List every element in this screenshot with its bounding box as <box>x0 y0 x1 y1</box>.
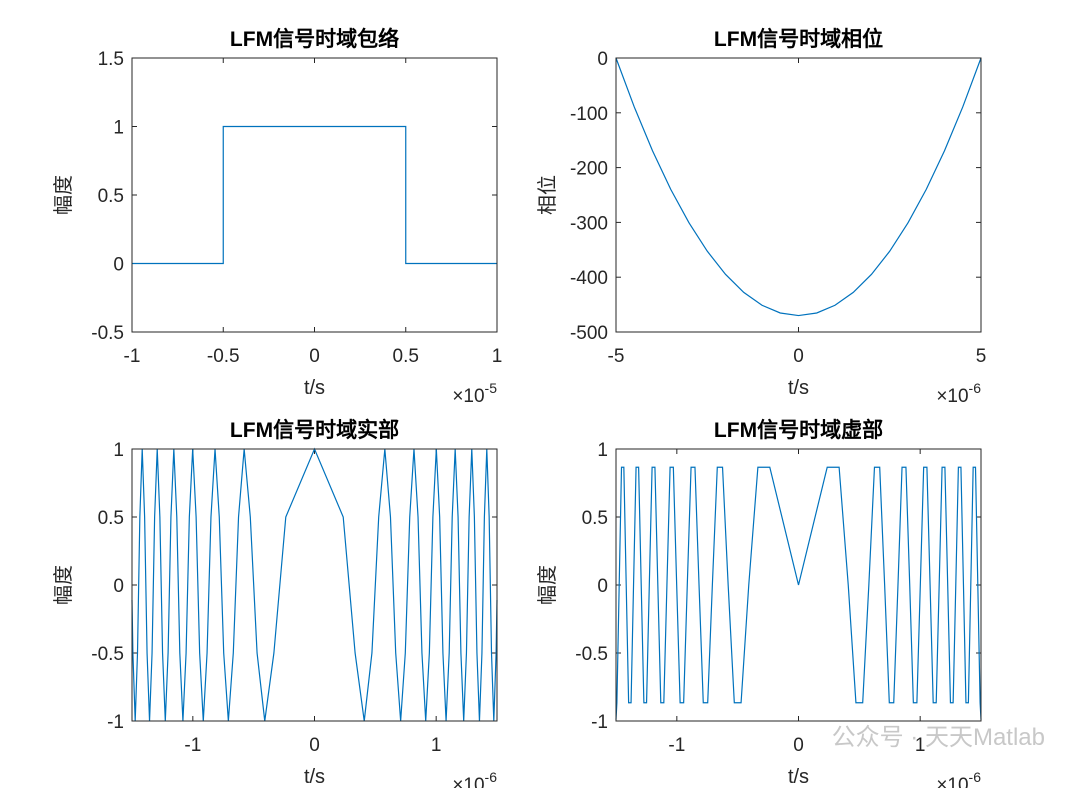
chart-title: LFM信号时域相位 <box>714 27 883 51</box>
x-tick-label: 0 <box>793 346 804 367</box>
axes-background <box>616 58 981 332</box>
multiplier-base: ×10 <box>452 386 484 407</box>
chart-title: LFM信号时域实部 <box>230 418 399 442</box>
y-tick-label: 0 <box>113 255 124 276</box>
x-tick-label: 5 <box>976 346 987 367</box>
x-multiplier: ×10-6 <box>936 769 981 788</box>
y-tick-label: -0.5 <box>91 323 124 344</box>
x-tick-label: 1 <box>915 735 926 756</box>
chart-title: LFM信号时域包络 <box>230 27 399 51</box>
x-tick-label: -5 <box>608 346 625 367</box>
data-line <box>615 466 982 720</box>
y-tick-label: -1 <box>591 712 608 733</box>
y-axis-label: 幅度 <box>52 565 75 605</box>
y-axis-label: 相位 <box>536 175 559 215</box>
x-multiplier: ×10-6 <box>452 769 497 788</box>
y-tick-label: -500 <box>570 323 608 344</box>
y-axis-label: 幅度 <box>536 565 559 605</box>
y-tick-label: -0.5 <box>91 644 124 665</box>
y-axis-label: 幅度 <box>52 175 75 215</box>
x-tick-label: 0.5 <box>393 346 419 367</box>
x-tick-label: 0 <box>309 346 320 367</box>
multiplier-base: ×10 <box>936 386 968 407</box>
axes-box <box>131 57 498 333</box>
y-tick-label: -400 <box>570 268 608 289</box>
y-tick-label: -100 <box>570 104 608 125</box>
multiplier-base: ×10 <box>452 775 484 788</box>
multiplier-exponent: -6 <box>485 769 498 785</box>
multiplier-base: ×10 <box>936 775 968 788</box>
x-tick-label: -0.5 <box>207 346 240 367</box>
y-tick-label: -200 <box>570 159 608 180</box>
y-tick-label: 0.5 <box>98 508 124 529</box>
axes-box <box>131 448 498 722</box>
y-tick-label: 0 <box>597 576 608 597</box>
x-tick-label: -1 <box>184 735 201 756</box>
y-tick-label: -0.5 <box>575 644 608 665</box>
y-tick-label: -300 <box>570 213 608 234</box>
axes-box <box>615 57 982 333</box>
y-tick-label: 1 <box>113 118 124 139</box>
watermark: 公众号 · 天天Matlab <box>832 724 1045 751</box>
y-tick-label: 0.5 <box>98 186 124 207</box>
x-multiplier: ×10-6 <box>936 380 981 407</box>
y-tick-label: 0 <box>113 576 124 597</box>
axes-box <box>615 448 982 722</box>
multiplier-exponent: -6 <box>969 769 982 785</box>
y-tick-label: 0.5 <box>582 508 608 529</box>
x-multiplier: ×10-5 <box>452 380 497 407</box>
data-line <box>132 125 497 265</box>
axes-background <box>132 58 497 332</box>
x-tick-label: -1 <box>668 735 685 756</box>
x-axis-label: t/s <box>304 766 325 788</box>
x-axis-label: t/s <box>788 377 809 399</box>
x-tick-label: 0 <box>793 735 804 756</box>
x-axis-label: t/s <box>304 377 325 399</box>
x-axis-label: t/s <box>788 766 809 788</box>
y-tick-label: 1.5 <box>98 49 124 70</box>
x-tick-label: 1 <box>492 346 503 367</box>
multiplier-exponent: -6 <box>969 380 982 396</box>
y-tick-label: 0 <box>597 49 608 70</box>
x-tick-label: 0 <box>309 735 320 756</box>
y-tick-label: 1 <box>597 440 608 461</box>
data-line <box>615 57 982 317</box>
x-tick-label: 1 <box>431 735 442 756</box>
y-tick-label: -1 <box>107 712 124 733</box>
multiplier-exponent: -5 <box>485 380 498 396</box>
x-tick-label: -1 <box>124 346 141 367</box>
y-tick-label: 1 <box>113 440 124 461</box>
chart-title: LFM信号时域虚部 <box>714 418 883 442</box>
axes-background <box>132 449 497 721</box>
